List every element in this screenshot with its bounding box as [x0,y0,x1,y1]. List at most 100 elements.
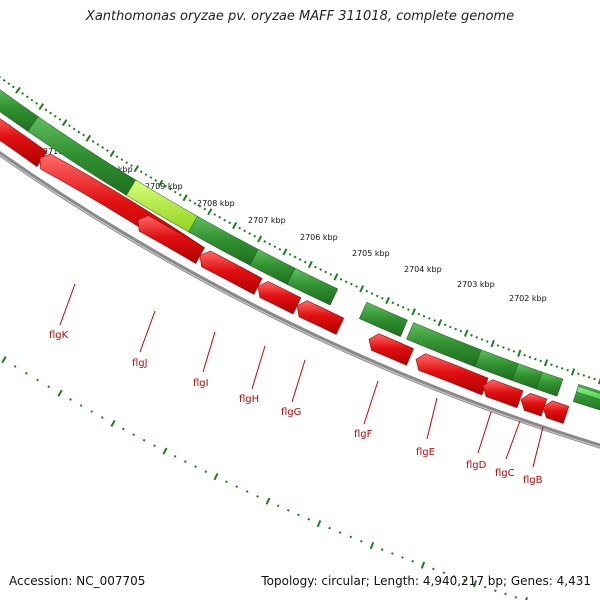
genome-summary-text: Topology: circular; Length: 4,940,217 bp… [261,574,591,588]
outer-tick [79,404,83,407]
gene-label: flgK [49,330,69,341]
outer-tick [380,548,384,551]
inner-tick [101,146,105,149]
inner-tick [282,248,288,256]
inner-tick [587,375,591,379]
gene-label: flgJ [132,358,148,369]
inner-ticks [0,75,600,385]
inner-tick [72,127,76,131]
inner-tick [25,95,29,99]
outer-tick [504,592,507,596]
inner-tick [193,202,197,205]
gene-label: flgI [193,378,209,389]
inner-tick [68,124,71,128]
outer-tick [204,470,208,474]
gene-label: flgE [416,447,435,458]
outer-tick [494,589,497,592]
inner-tick [433,319,436,322]
outer-tick [483,585,487,589]
inner-tick [53,114,57,118]
inner-tick [396,303,400,307]
minus-strand-genes [0,89,600,411]
gene-leader-line [532,426,544,468]
inner-tick [550,363,553,366]
inner-tick [198,204,202,208]
outer-tick [276,504,280,508]
inner-tick [307,260,313,269]
outer-tick [401,556,404,559]
outer-tick [369,541,375,550]
outer-tick [286,508,290,512]
outer-tick [213,473,219,481]
inner-tick [38,103,45,110]
inner-tick [49,111,53,115]
inner-tick [391,301,395,305]
inner-tick [528,355,532,359]
inner-tick [407,308,410,311]
inner-tick [21,92,25,95]
plus-strand-gene [296,300,345,335]
inner-tick [218,215,222,219]
outer-kbp-ticks [1,356,529,600]
inner-tick [381,296,384,300]
plus-strand-gene [415,353,489,396]
inner-tick [130,164,133,168]
inner-tick [82,133,86,137]
inner-tick [329,273,333,276]
gene-label: flgD [466,460,487,471]
inner-tick [85,134,92,142]
inner-tick [370,292,374,295]
outer-tick [463,578,466,582]
inner-tick [344,280,348,284]
plus-strand-genes [0,118,570,424]
outer-tick [69,398,72,401]
minus-strand-gene [535,371,564,397]
inner-tick [149,176,153,179]
inner-tick [125,161,129,165]
inner-tick [523,353,526,357]
outer-tick [225,480,228,484]
outer-tick [90,410,94,413]
outer-tick [173,454,177,458]
inner-tick [496,344,500,347]
inner-tick [319,268,322,271]
inner-tick [314,265,317,269]
inner-tick [263,240,267,243]
outer-tick [452,575,456,578]
inner-tick [375,294,379,298]
inner-tick [243,229,246,233]
kbp-label: 2706 kbp [300,233,338,242]
inner-tick [188,199,192,202]
inner-tick [15,86,21,94]
gene-labels: flgK flgJ flgI flgH flgG flgF flgE flgD flgC flgB [49,283,544,486]
inner-tick [582,374,586,377]
outer-tick [297,513,300,517]
inner-tick [115,155,119,159]
inner-tick [577,372,580,376]
inner-tick [207,208,213,216]
inner-tick [449,325,452,329]
inner-tick [597,377,600,385]
kbp-label: 2708 kbp [197,199,235,208]
kbp-label: 2704 kbp [404,265,442,274]
outer-tick [153,444,156,448]
inner-tick [178,193,182,197]
inner-tick [77,130,81,134]
gene-leader-line [363,380,379,425]
inner-tick [517,349,522,357]
kbp-label: 2705 kbp [352,249,390,258]
outer-tick [514,596,518,599]
inner-tick [169,187,172,191]
plus-strand-gene [542,400,570,424]
inner-tick [157,179,164,187]
outer-tick [1,356,7,364]
inner-tick [203,207,207,211]
gene-label: flgF [354,429,373,440]
outer-tick [411,560,415,563]
kbp-label: 2707 kbp [248,216,286,225]
gene-leader-line [139,310,156,353]
inner-tick [248,232,251,235]
gene-label: flgG [281,407,301,418]
inner-tick [480,338,484,341]
